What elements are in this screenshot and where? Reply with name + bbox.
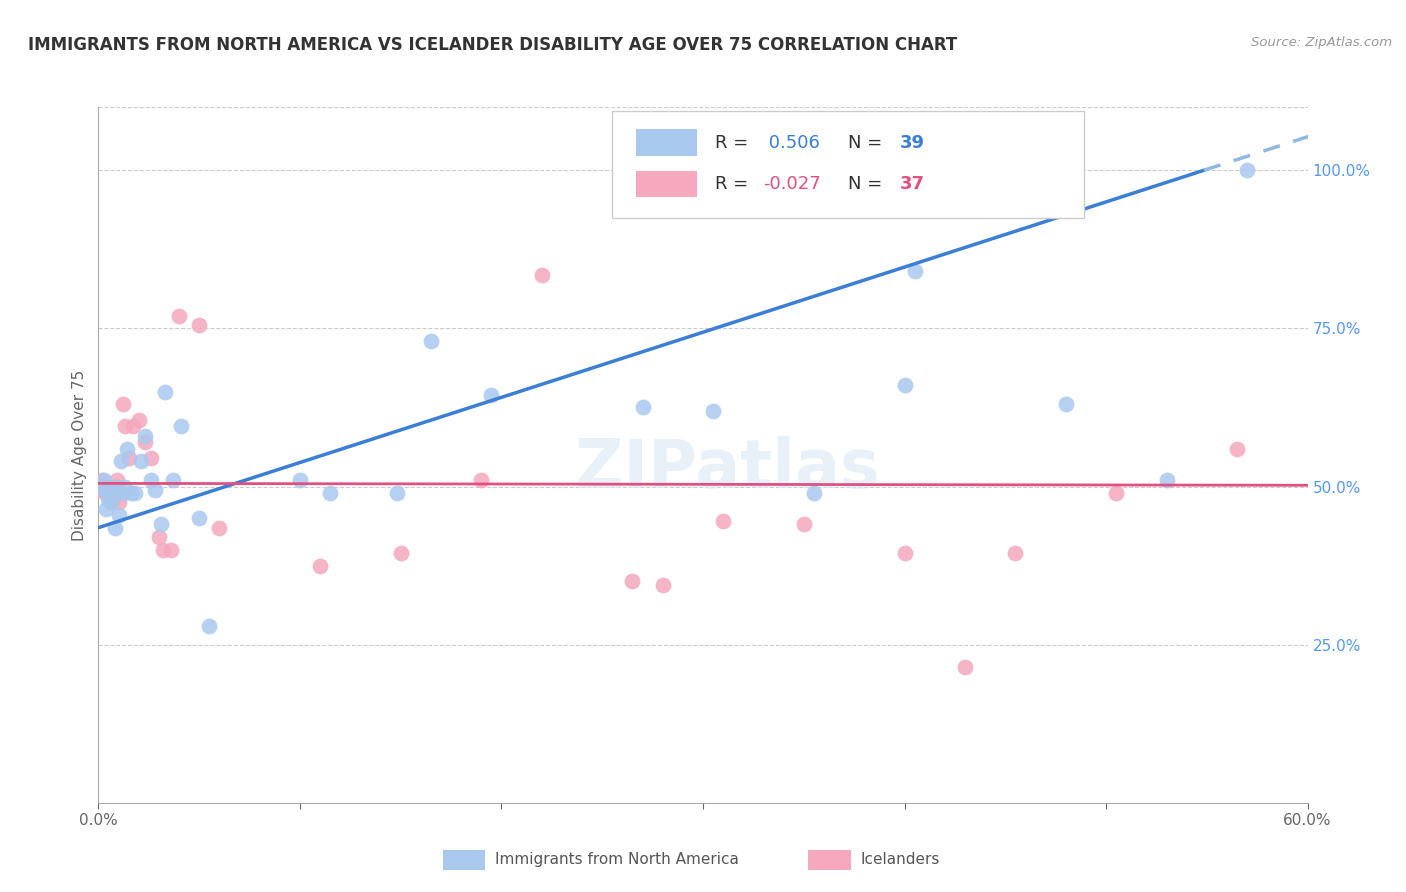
Point: [152, 542, 174, 557]
Point: [170, 419, 193, 434]
FancyBboxPatch shape: [637, 129, 697, 156]
Point: [93, 473, 115, 487]
Point: [110, 454, 132, 468]
Text: 0.506: 0.506: [763, 134, 820, 152]
Point: [103, 521, 125, 535]
Point: [91, 473, 114, 487]
Point: [953, 660, 976, 674]
Point: [904, 264, 927, 278]
Point: [470, 473, 492, 487]
Text: 37: 37: [900, 175, 925, 194]
Point: [139, 473, 162, 487]
Point: [118, 451, 141, 466]
Point: [115, 442, 138, 456]
Point: [702, 403, 724, 417]
Point: [89, 479, 111, 493]
Point: [103, 479, 125, 493]
Point: [105, 473, 128, 487]
Point: [100, 486, 122, 500]
Point: [101, 486, 124, 500]
Point: [93, 479, 115, 493]
Point: [385, 486, 408, 500]
Point: [803, 486, 825, 500]
Point: [96, 486, 118, 500]
Text: N =: N =: [848, 175, 889, 194]
Point: [893, 546, 915, 560]
Point: [114, 479, 136, 493]
Point: [188, 318, 211, 333]
Point: [128, 413, 150, 427]
Point: [129, 454, 152, 468]
Point: [651, 577, 673, 591]
Text: IMMIGRANTS FROM NORTH AMERICA VS ICELANDER DISABILITY AGE OVER 75 CORRELATION CH: IMMIGRANTS FROM NORTH AMERICA VS ICELAND…: [28, 36, 957, 54]
Point: [1054, 397, 1077, 411]
Point: [139, 451, 162, 466]
Point: [149, 517, 172, 532]
Text: -0.027: -0.027: [763, 175, 821, 194]
Point: [148, 530, 170, 544]
Point: [793, 517, 815, 532]
Point: [893, 378, 915, 392]
Point: [107, 508, 129, 522]
Text: ZIPatlas: ZIPatlas: [575, 436, 880, 502]
FancyBboxPatch shape: [613, 111, 1084, 219]
Y-axis label: Disability Age Over 75: Disability Age Over 75: [72, 369, 87, 541]
Point: [105, 479, 128, 493]
Point: [167, 309, 190, 323]
Point: [1105, 486, 1128, 500]
Point: [188, 511, 211, 525]
Point: [1236, 163, 1258, 178]
Point: [631, 401, 654, 415]
Point: [111, 397, 134, 411]
Text: Source: ZipAtlas.com: Source: ZipAtlas.com: [1251, 36, 1392, 49]
Point: [89, 483, 111, 497]
Point: [288, 473, 311, 487]
Point: [319, 486, 342, 500]
Point: [711, 514, 734, 528]
Point: [111, 486, 134, 500]
Point: [124, 486, 146, 500]
Point: [100, 495, 122, 509]
Point: [481, 388, 503, 402]
Text: 39: 39: [900, 134, 925, 152]
Point: [114, 419, 136, 434]
Point: [101, 492, 124, 507]
Point: [530, 268, 553, 282]
Text: R =: R =: [716, 134, 754, 152]
Point: [389, 546, 412, 560]
Point: [91, 479, 114, 493]
Point: [134, 435, 156, 450]
Point: [208, 521, 231, 535]
Point: [162, 473, 184, 487]
Point: [96, 501, 118, 516]
Point: [153, 384, 176, 399]
Point: [107, 495, 129, 509]
Point: [420, 334, 443, 348]
Point: [110, 486, 132, 500]
Point: [97, 492, 120, 507]
Point: [621, 574, 644, 589]
Point: [120, 486, 142, 500]
FancyBboxPatch shape: [637, 171, 697, 197]
Point: [309, 558, 332, 573]
Point: [143, 483, 166, 497]
Point: [97, 479, 120, 493]
Text: R =: R =: [716, 175, 754, 194]
Point: [1226, 442, 1249, 456]
Point: [1156, 473, 1178, 487]
Text: N =: N =: [848, 134, 889, 152]
Point: [121, 419, 143, 434]
Point: [1004, 546, 1026, 560]
Point: [134, 429, 156, 443]
Text: Immigrants from North America: Immigrants from North America: [495, 853, 738, 867]
Point: [160, 542, 183, 557]
Text: Icelanders: Icelanders: [860, 853, 939, 867]
Point: [198, 618, 221, 632]
